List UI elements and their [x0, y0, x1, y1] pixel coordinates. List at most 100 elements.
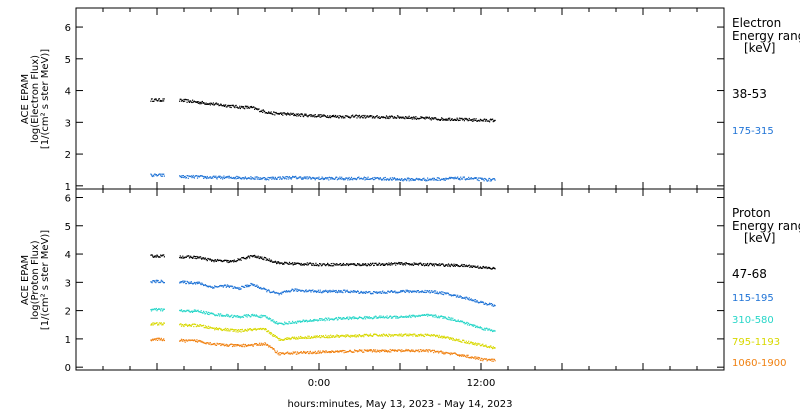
proton-point	[304, 291, 306, 293]
electron-point	[208, 103, 210, 105]
proton-point	[417, 263, 419, 265]
electron-point	[465, 118, 467, 120]
electron-point	[321, 176, 323, 178]
electron-point	[190, 175, 192, 178]
proton-point	[266, 317, 268, 319]
electron-point	[190, 175, 192, 177]
electron-point	[468, 117, 470, 120]
proton-point	[220, 284, 222, 287]
proton-point	[386, 315, 388, 317]
proton-point	[470, 265, 472, 267]
proton-point	[195, 256, 197, 258]
electron-point	[451, 118, 453, 120]
proton-point	[184, 280, 186, 282]
proton-point	[222, 344, 224, 346]
proton-point	[305, 337, 307, 340]
proton-point	[230, 329, 232, 331]
proton-point	[403, 263, 405, 265]
proton-point	[260, 256, 262, 259]
proton-point	[411, 264, 413, 266]
proton-point	[235, 344, 237, 346]
proton-point	[185, 282, 187, 285]
proton-point	[457, 294, 459, 296]
proton-point	[493, 305, 495, 307]
proton-legend-1060-1900: 1060-1900	[732, 358, 787, 369]
proton-point	[393, 291, 395, 293]
proton-point	[431, 315, 434, 317]
proton-point	[434, 292, 436, 294]
electron-point	[329, 177, 331, 179]
proton-point	[195, 282, 197, 284]
electron-point	[271, 176, 273, 178]
electron-point	[348, 176, 350, 179]
proton-point	[231, 314, 233, 316]
proton-point	[282, 263, 284, 265]
proton-point	[212, 312, 214, 314]
proton-point	[388, 333, 390, 335]
proton-point	[327, 337, 329, 339]
proton-point	[372, 262, 374, 264]
proton-point	[473, 357, 475, 359]
electron-point	[223, 175, 225, 177]
electron-point	[425, 117, 427, 119]
electron-point	[320, 116, 322, 118]
electron-point	[400, 178, 402, 180]
proton-point	[370, 264, 372, 266]
proton-point	[372, 293, 374, 295]
proton-point	[268, 290, 270, 292]
proton-point	[450, 294, 452, 296]
proton-point	[295, 290, 297, 292]
electron-point	[485, 118, 488, 121]
proton-point	[209, 342, 211, 344]
electron-point	[424, 118, 426, 120]
electron-point	[432, 117, 434, 119]
electron-point	[220, 104, 222, 106]
proton-point	[369, 262, 372, 264]
proton-point	[187, 255, 189, 257]
proton-point	[196, 257, 199, 259]
electron-point	[489, 119, 491, 121]
proton-point	[482, 360, 484, 362]
proton-point	[487, 329, 489, 331]
proton-ylabel-line2: log(Proton Flux)	[30, 240, 41, 319]
proton-point	[339, 335, 341, 338]
proton-point	[360, 336, 362, 338]
proton-point	[206, 258, 208, 261]
proton-point	[156, 310, 158, 312]
proton-point	[181, 339, 183, 341]
proton-point	[318, 319, 320, 321]
proton-point	[473, 342, 475, 345]
electron-point	[469, 119, 471, 121]
electron-point	[290, 178, 292, 180]
proton-point	[154, 323, 156, 325]
electron-point	[311, 178, 313, 180]
electron-point	[316, 115, 318, 118]
electron-point	[288, 113, 290, 115]
proton-point	[195, 309, 197, 311]
proton-point	[261, 344, 264, 346]
electron-point	[264, 110, 266, 112]
proton-point	[390, 263, 392, 265]
proton-point	[225, 327, 227, 329]
electron-point	[421, 179, 423, 181]
proton-point	[290, 338, 292, 340]
electron-point	[185, 98, 187, 101]
proton-point	[428, 314, 430, 317]
proton-point	[449, 318, 451, 320]
electron-point	[400, 116, 402, 118]
electron-point	[196, 101, 198, 103]
proton-point	[479, 327, 481, 329]
proton-point	[197, 309, 199, 311]
electron-point	[228, 175, 230, 177]
electron-point	[241, 178, 243, 180]
proton-point	[258, 286, 260, 289]
electron-point	[299, 113, 301, 115]
proton-point	[428, 349, 430, 351]
proton-point	[217, 329, 219, 331]
electron-point	[254, 178, 256, 180]
electron-point	[239, 107, 241, 110]
proton-point	[410, 316, 412, 319]
electron-point	[331, 115, 333, 118]
electron-point	[206, 175, 208, 178]
electron-point	[319, 114, 321, 116]
